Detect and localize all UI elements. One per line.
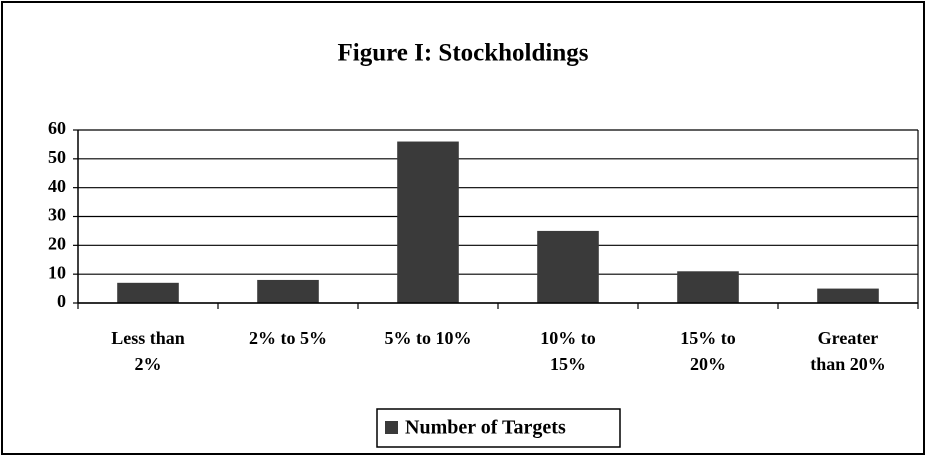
y-tick-label: 0 [57,291,66,311]
legend-box [376,408,621,448]
x-tick-label: 5% to 10% [384,328,472,348]
y-tick-label: 30 [48,205,66,225]
x-tick-label: 15% to 20% [680,328,736,374]
bar [117,282,179,303]
y-tick-label: 50 [48,147,66,167]
legend-swatch [385,421,398,434]
y-tick-label: 10 [48,262,66,282]
bar [817,288,879,303]
y-tick-label: 40 [48,176,66,196]
x-tick-label: 2% to 5% [249,328,327,348]
bar [397,141,459,303]
bar [677,271,739,303]
y-tick-label: 20 [48,233,66,253]
x-tick-label: 10% to 15% [540,328,596,374]
x-tick-label: Greater than 20% [810,328,886,374]
bar [537,230,599,303]
legend-label: Number of Targets [405,417,566,439]
x-tick-label: Less than 2% [111,328,185,374]
chart-title: Figure I: Stockholdings [338,40,589,67]
bar [257,279,319,303]
y-tick-label: 60 [48,118,66,138]
